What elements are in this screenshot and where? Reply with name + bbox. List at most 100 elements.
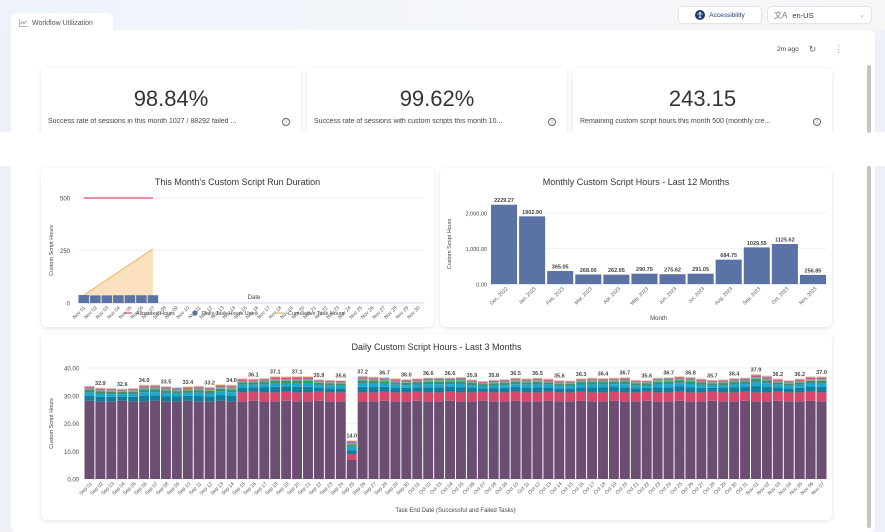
y-tick-label: 20.00 — [64, 422, 80, 428]
stack-segment — [346, 459, 357, 479]
bar-value-label: 37.0 — [816, 370, 827, 376]
x-tick-label: Mar, 2023 — [574, 286, 594, 306]
stack-segment — [237, 378, 248, 380]
stack-segment — [751, 374, 761, 376]
stack-segment — [794, 382, 805, 385]
legend-label: Daily Task Hours Used — [202, 311, 258, 317]
bar-value-label: 35.6 — [335, 374, 346, 380]
stack-segment — [707, 383, 718, 386]
stack-segment — [128, 391, 139, 395]
stack-segment — [740, 381, 751, 385]
stack-segment — [783, 382, 794, 384]
stack-segment — [543, 378, 554, 380]
stack-segment — [412, 378, 423, 379]
stack-segment — [510, 384, 521, 388]
stack-segment — [150, 387, 160, 390]
stack-segment — [740, 400, 751, 479]
bar-value-label: 684.75 — [720, 253, 737, 259]
y-tick-label: 1,000.00 — [466, 247, 487, 253]
stack-segment — [434, 380, 445, 382]
stack-segment — [598, 380, 608, 383]
stack-segment — [477, 400, 488, 479]
daily-bar — [147, 295, 159, 303]
stack-segment — [204, 386, 215, 388]
stack-segment — [95, 393, 106, 397]
language-select[interactable]: 文A en-US ⌄ — [767, 6, 872, 24]
stack-segment — [532, 387, 543, 393]
scrollbar-main[interactable] — [867, 166, 871, 528]
stack-segment — [84, 386, 95, 388]
stack-segment — [303, 392, 313, 402]
month-bar — [659, 274, 686, 284]
stack-segment — [718, 383, 729, 386]
stack-segment — [248, 380, 259, 382]
stack-segment — [259, 378, 270, 380]
y-tick-label: 30.00 — [64, 394, 80, 400]
info-icon[interactable]: i — [548, 118, 556, 126]
more-options-icon[interactable]: ⋮ — [834, 44, 844, 54]
stack-segment — [794, 379, 805, 380]
stack-segment — [423, 401, 434, 479]
stack-segment — [466, 392, 477, 402]
bar-value-label: 36.2 — [772, 372, 783, 378]
stack-segment — [696, 401, 707, 479]
cumulative-line — [83, 248, 154, 296]
x-axis-label: Task End Date (Successful and Failed Tas… — [395, 508, 515, 514]
accessibility-label: Accessibility — [709, 11, 745, 19]
stack-segment — [379, 386, 390, 392]
stack-segment — [281, 386, 292, 392]
stack-segment — [379, 391, 390, 401]
stack-segment — [608, 387, 619, 392]
stack-segment — [554, 392, 565, 402]
stack-segment — [554, 381, 565, 383]
bar-value-label: 268.00 — [580, 268, 597, 274]
info-icon[interactable]: i — [813, 118, 821, 126]
stack-segment — [281, 380, 292, 384]
stack-segment — [150, 395, 160, 401]
stack-segment — [477, 381, 488, 382]
stack-segment — [193, 401, 204, 479]
stack-segment — [379, 379, 390, 382]
stack-segment — [521, 401, 532, 479]
stack-segment — [193, 386, 204, 388]
stack-segment — [117, 400, 128, 479]
scrollbar-top[interactable] — [867, 65, 871, 133]
stack-segment — [783, 392, 794, 402]
stack-segment — [357, 383, 368, 387]
stack-segment — [379, 383, 390, 387]
bar-value-label: 33.5 — [161, 380, 172, 386]
stack-segment — [95, 389, 106, 391]
stack-segment — [554, 382, 565, 384]
stack-segment — [215, 400, 226, 479]
stack-segment — [740, 378, 751, 379]
stack-segment — [729, 378, 740, 380]
stack-segment — [95, 391, 106, 394]
stack-segment — [346, 446, 357, 451]
stack-segment — [641, 387, 652, 392]
stack-segment — [685, 376, 696, 378]
stack-segment — [674, 376, 685, 377]
kpi-card-success-rate: 98.84% Success rate of sessions in this … — [41, 68, 301, 140]
stack-segment — [510, 391, 521, 401]
stack-segment — [543, 380, 554, 383]
stack-segment — [751, 401, 761, 479]
bar-value-label: 291.05 — [692, 267, 709, 273]
stack-segment — [401, 401, 412, 479]
stack-segment — [346, 440, 357, 442]
stack-segment — [499, 379, 510, 381]
stack-segment — [751, 386, 761, 393]
accessibility-button[interactable]: Accessibility — [678, 6, 762, 24]
stack-segment — [608, 400, 619, 479]
stack-segment — [117, 396, 128, 401]
stack-segment — [816, 380, 827, 384]
month-bar — [603, 274, 630, 284]
stack-segment — [598, 392, 608, 402]
stack-segment — [576, 387, 587, 392]
stack-segment — [95, 390, 106, 392]
stack-segment — [390, 379, 401, 381]
tab-workflow-utilization[interactable]: Workflow Utilization — [11, 13, 113, 33]
info-icon[interactable]: i — [282, 118, 290, 126]
stack-segment — [106, 401, 117, 479]
refresh-icon[interactable]: ↻ — [808, 44, 817, 54]
stack-segment — [270, 378, 281, 381]
